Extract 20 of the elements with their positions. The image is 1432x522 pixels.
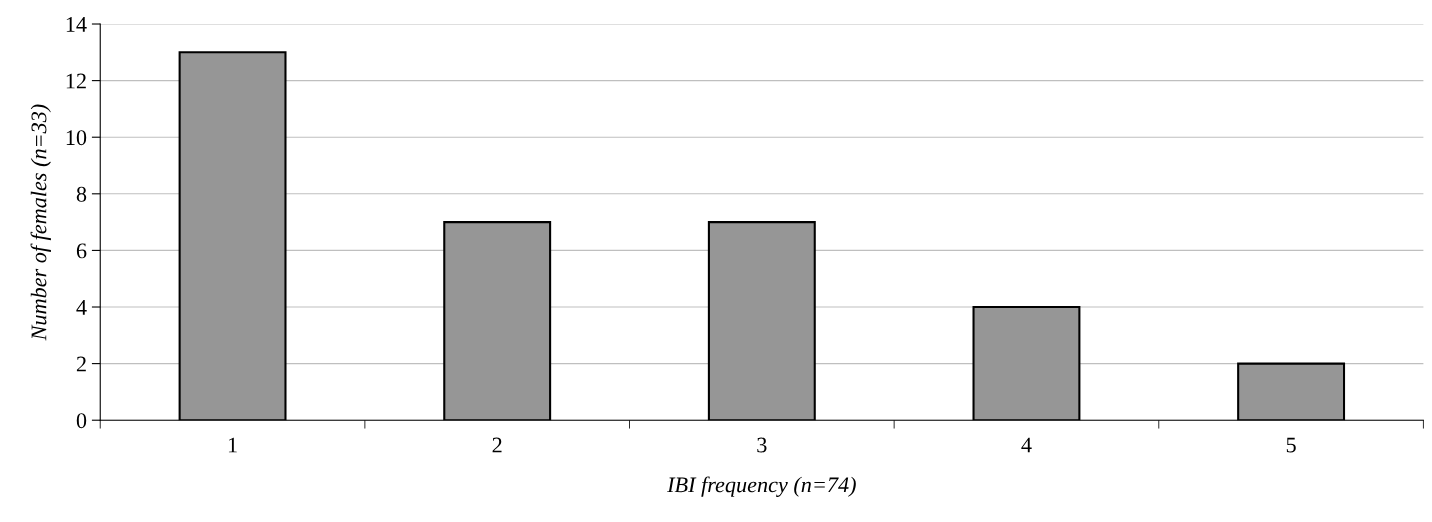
bar <box>1237 362 1346 421</box>
x-tick-label: 4 <box>1021 437 1032 453</box>
bar <box>972 305 1081 421</box>
y-tick-label: 12 <box>66 73 86 89</box>
bar <box>707 221 816 421</box>
x-tick-label: 3 <box>757 437 767 453</box>
y-tick-label: 6 <box>76 243 87 259</box>
bar <box>443 221 552 421</box>
x-tick-label: 5 <box>1286 437 1296 453</box>
x-axis-title: IBI frequency (n=74) <box>667 476 856 497</box>
y-tick-label: 0 <box>76 413 87 429</box>
y-tick-label: 4 <box>76 300 87 315</box>
y-tick-label: 8 <box>76 186 87 202</box>
bar <box>178 51 287 421</box>
y-tick-label: 14 <box>66 17 87 32</box>
y-tick-label: 2 <box>76 356 86 372</box>
y-axis-title: Number of females (n=33) <box>30 104 51 341</box>
x-tick-label: 2 <box>492 437 502 453</box>
x-tick-label: 1 <box>228 437 237 453</box>
y-tick-label: 10 <box>66 130 87 146</box>
